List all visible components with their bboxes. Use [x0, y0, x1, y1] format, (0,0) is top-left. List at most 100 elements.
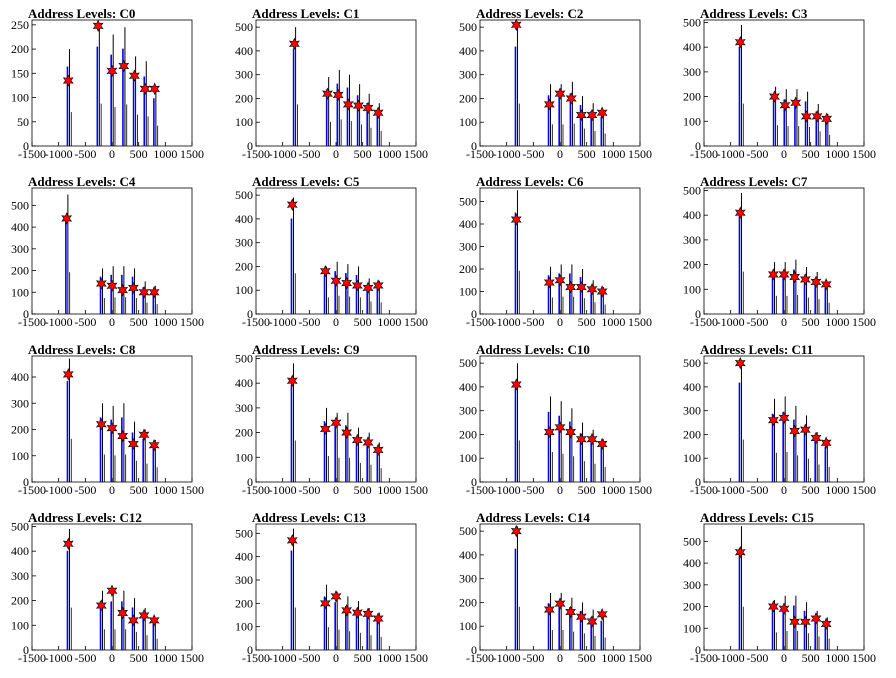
x-tick-label: 500 [130, 651, 148, 665]
peak-marker [596, 106, 608, 119]
y-tick-label: 400 [235, 550, 253, 564]
y-tick-label: 200 [11, 264, 29, 278]
y-tick-label: 300 [11, 242, 29, 256]
x-tick-label: 1500 [852, 651, 876, 665]
y-tick-label: 300 [459, 240, 477, 254]
peak-marker [319, 422, 331, 436]
chart-panel-10: Address Levels: C10 0 100 200 300 400 500 -1500… [448, 336, 672, 504]
chart-svg: Address Levels: C50100200300400500-1500-… [235, 174, 428, 329]
peak-marker [341, 426, 353, 439]
y-tick-label: 0 [247, 307, 253, 321]
x-tick-label: -500 [746, 483, 768, 497]
x-tick-label: 0 [557, 147, 563, 161]
x-tick-label: 1500 [628, 147, 652, 161]
y-tick-label: 500 [683, 534, 701, 548]
y-tick-label: 100 [683, 621, 701, 635]
x-tick-label: 1000 [153, 483, 177, 497]
y-tick-label: 400 [459, 44, 477, 58]
chart-title: Address Levels: C6 [476, 174, 584, 189]
peak-marker [61, 212, 73, 225]
peak-marker [138, 609, 150, 622]
peak-marker [372, 612, 384, 625]
y-tick-label: 200 [459, 262, 477, 276]
y-tick-label: 200 [683, 427, 701, 441]
y-tick-label: 200 [235, 91, 253, 105]
chart-title: Address Levels: C7 [700, 174, 808, 189]
peak-marker [362, 436, 374, 449]
x-tick-label: 0 [333, 483, 339, 497]
y-tick-label: 400 [459, 380, 477, 394]
peak-marker [789, 270, 801, 284]
chart-title: Address Levels: C13 [252, 510, 366, 525]
x-tick-label: -1500 [242, 483, 270, 497]
peak-marker [820, 436, 832, 450]
peak-marker [362, 281, 374, 295]
y-tick-label: 100 [235, 450, 253, 464]
peak-marker [117, 283, 129, 297]
peak-marker [554, 87, 566, 100]
y-tick-label: 500 [235, 188, 253, 202]
plot-frame [479, 355, 641, 483]
chart-svg: Address Levels: C40100200300400500-1500-… [11, 174, 204, 329]
x-tick-label: 0 [557, 483, 563, 497]
y-tick-label: 0 [23, 475, 29, 489]
peak-marker [586, 615, 598, 628]
peak-marker [92, 19, 104, 33]
y-tick-label: 500 [683, 356, 701, 370]
peak-marker [372, 279, 384, 292]
x-tick-label: -1000 [493, 315, 521, 329]
chart-svg: Address Levels: C12 0 100 200 300 400 500 -1500… [11, 510, 204, 665]
x-tick-label: -1500 [18, 651, 46, 665]
peak-marker [543, 425, 555, 439]
chart-svg: Address Levels: C11 0 100 200 300 400 500 -1500… [683, 342, 876, 497]
x-tick-label: 1000 [377, 651, 401, 665]
x-tick-label: 1000 [825, 315, 849, 329]
chart-svg: Address Levels: C14 0 100 200 300 400 500 -1500… [459, 510, 652, 665]
chart-title: Address Levels: C9 [252, 342, 360, 357]
x-tick-label: 0 [781, 315, 787, 329]
x-tick-label: -500 [522, 147, 544, 161]
x-tick-label: -500 [298, 483, 320, 497]
chart-title: Address Levels: C11 [700, 342, 813, 357]
peak-marker [341, 604, 353, 617]
peak-marker [789, 424, 801, 438]
peak-marker [811, 110, 823, 123]
peak-marker [586, 432, 598, 446]
peak-marker [341, 276, 353, 290]
chart-title: Address Levels: C5 [252, 174, 360, 189]
y-tick-label: 200 [235, 259, 253, 273]
chart-panel-1: Address Levels: C1 0 100 200 300 400 500 -1500-… [224, 0, 448, 168]
chart-svg: Address Levels: C70100200300400500-1500-… [683, 174, 876, 329]
x-tick-label: -1000 [493, 483, 521, 497]
chart-panel-13: Address Levels: C13 0 100 200 300 400 500 -1500… [224, 504, 448, 672]
plot-frame [31, 19, 193, 147]
peak-marker [510, 378, 522, 391]
chart-svg: Address Levels: C0 0 50 100 150 200 250 -1500-1… [11, 6, 204, 161]
x-tick-label: -1500 [18, 315, 46, 329]
peak-marker [575, 432, 587, 446]
x-tick-label: -1500 [690, 651, 718, 665]
chart-svg: Address Levels: C90100200300400500-1500-… [235, 342, 428, 497]
peak-marker [362, 101, 374, 115]
chart-title: Address Levels: C2 [476, 6, 583, 21]
y-tick-label: 100 [459, 451, 477, 465]
y-tick-label: 300 [683, 233, 701, 247]
y-tick-label: 100 [459, 115, 477, 129]
y-tick-label: 0 [23, 139, 29, 153]
y-tick-label: 0 [471, 475, 477, 489]
plot-frame [703, 187, 865, 315]
x-tick-label: 500 [802, 483, 820, 497]
x-tick-label: 0 [109, 147, 115, 161]
peak-marker [575, 610, 587, 623]
y-tick-label: 400 [459, 217, 477, 231]
peak-marker [342, 98, 354, 111]
x-tick-label: -500 [746, 315, 768, 329]
y-tick-label: 300 [235, 573, 253, 587]
peak-marker [554, 274, 566, 287]
y-tick-label: 300 [235, 401, 253, 415]
y-tick-label: 200 [459, 427, 477, 441]
y-tick-label: 500 [683, 183, 701, 197]
peak-marker [351, 279, 363, 292]
y-tick-label: 200 [11, 42, 29, 56]
x-tick-label: -1500 [466, 483, 494, 497]
